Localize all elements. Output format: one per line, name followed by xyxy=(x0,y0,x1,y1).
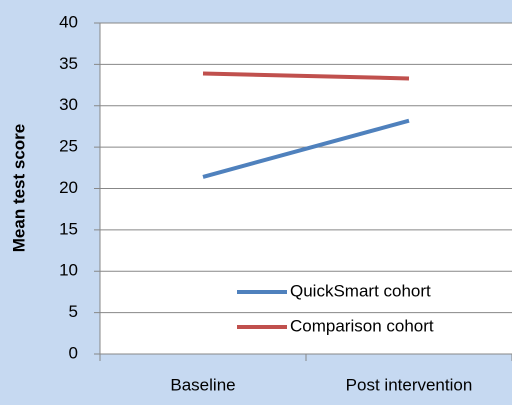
y-axis-label: Mean test score xyxy=(9,124,28,253)
x-tick-label: Baseline xyxy=(170,375,235,394)
legend-label: QuickSmart cohort xyxy=(290,281,431,300)
y-tick-label: 25 xyxy=(59,137,78,156)
y-tick-label: 15 xyxy=(59,219,78,238)
x-tick-label: Post intervention xyxy=(346,375,473,394)
data-line xyxy=(202,118,410,179)
legend-label: Comparison cohort xyxy=(290,316,434,335)
y-tick-label: 30 xyxy=(59,95,78,114)
y-tick-label: 35 xyxy=(59,54,78,73)
y-tick-label: 5 xyxy=(69,302,78,321)
y-tick-label: 0 xyxy=(69,343,78,362)
y-tick-label: 10 xyxy=(59,261,78,280)
data-line xyxy=(202,71,410,81)
y-tick-label: 20 xyxy=(59,178,78,197)
y-tick-label: 40 xyxy=(59,12,78,31)
